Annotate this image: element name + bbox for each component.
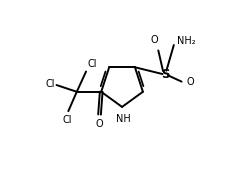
Text: S: S [161, 67, 169, 81]
Text: O: O [150, 35, 158, 45]
Text: NH: NH [116, 114, 130, 124]
Text: Cl: Cl [45, 79, 55, 89]
Text: O: O [96, 119, 103, 129]
Text: NH₂: NH₂ [177, 36, 195, 46]
Text: Cl: Cl [63, 115, 72, 125]
Text: O: O [186, 78, 194, 88]
Text: Cl: Cl [88, 58, 97, 69]
